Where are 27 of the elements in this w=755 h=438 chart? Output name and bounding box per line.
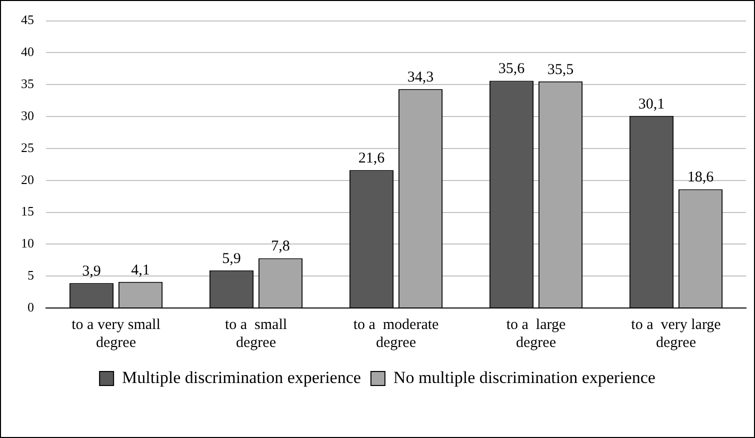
y-tick-label: 45 [21,12,34,28]
x-tick-label: to a large degree [506,316,566,351]
x-tick-label: to a moderate degree [353,316,440,351]
legend-label: No multiple discrimination experience [393,368,656,387]
data-label: 34,3 [407,70,434,86]
data-label: 35,5 [547,62,574,78]
x-tick-label: to a very large degree [631,316,722,351]
data-label: 30,1 [638,96,665,112]
y-tick-label: 15 [21,204,34,219]
y-tick-label: 40 [21,44,34,60]
y-tick-label: 5 [28,268,34,283]
y-tick-label: 0 [28,299,34,314]
data-label: 3,9 [82,264,101,280]
y-tick-label: 10 [21,236,34,251]
data-label: 21,6 [358,150,386,167]
data-label: 18,6 [687,170,714,186]
x-tick-label: to a very small degree [72,316,160,351]
data-label: 35,6 [498,61,526,78]
x-tick-label: to a small degree [224,316,288,351]
y-tick-label: 20 [21,172,34,187]
legend-label: Multiple discrimination experience [122,368,361,387]
y-tick-label: 35 [21,76,34,92]
data-label: 5,9 [222,250,241,267]
data-label: 7,8 [271,238,290,255]
y-tick-label: 30 [21,108,34,123]
y-tick-label: 25 [21,140,34,155]
data-label: 4,1 [131,262,150,278]
